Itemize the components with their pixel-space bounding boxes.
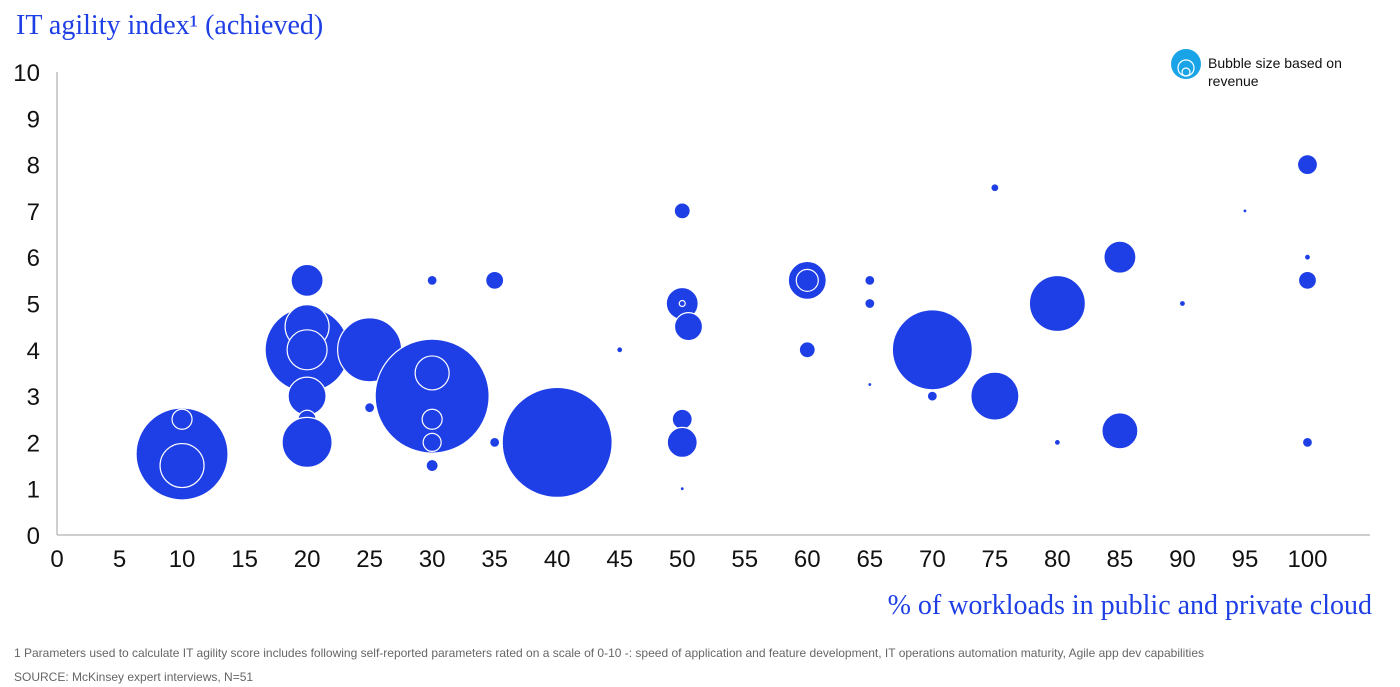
legend: Bubble size based on revenue bbox=[1170, 48, 1378, 90]
x-tick-label: 5 bbox=[113, 546, 126, 573]
x-tick-label: 85 bbox=[1107, 546, 1134, 573]
bubble-point bbox=[1028, 274, 1086, 333]
bubble-point bbox=[673, 312, 704, 342]
bubble-point bbox=[422, 432, 442, 452]
x-tick-label: 90 bbox=[1169, 546, 1196, 573]
bubble-point bbox=[990, 183, 1000, 193]
bubble-point bbox=[891, 309, 973, 391]
bubble-point bbox=[489, 436, 501, 448]
y-tick-label: 6 bbox=[27, 245, 40, 272]
bubble-point bbox=[290, 263, 324, 297]
bubble-point bbox=[970, 371, 1020, 421]
y-tick-label: 3 bbox=[27, 384, 40, 411]
bubble-point bbox=[795, 268, 819, 292]
bubble-point bbox=[864, 274, 876, 286]
x-tick-label: 65 bbox=[856, 546, 883, 573]
bubble-point bbox=[286, 329, 328, 371]
bubble-point bbox=[616, 346, 624, 354]
bubble-point bbox=[425, 458, 439, 473]
bubble-point bbox=[159, 442, 205, 489]
bubble-point bbox=[485, 270, 505, 290]
bubble-point bbox=[1101, 412, 1139, 450]
x-tick-label: 75 bbox=[982, 546, 1009, 573]
bubble-point bbox=[1103, 240, 1137, 274]
y-tick-label: 9 bbox=[27, 106, 40, 133]
x-tick-label: 95 bbox=[1232, 546, 1259, 573]
x-axis-label: % of workloads in public and private clo… bbox=[887, 590, 1372, 621]
x-tick-label: 50 bbox=[669, 546, 696, 573]
bubble-point bbox=[1301, 436, 1314, 448]
y-tick-label: 8 bbox=[27, 153, 40, 180]
y-tick-label: 0 bbox=[27, 523, 40, 550]
bubble-point bbox=[281, 416, 333, 468]
x-tick-label: 25 bbox=[356, 546, 383, 573]
bubble-point bbox=[1297, 270, 1318, 290]
bubble-point bbox=[867, 381, 873, 388]
bubble-point bbox=[1053, 438, 1061, 446]
bubble-point bbox=[426, 274, 438, 286]
legend-text: Bubble size based on revenue bbox=[1208, 55, 1342, 89]
bubble-point bbox=[671, 408, 693, 430]
bubble-point bbox=[364, 402, 376, 414]
x-tick-label: 70 bbox=[919, 546, 946, 573]
bubble-point bbox=[678, 299, 686, 308]
bubble-point bbox=[414, 355, 450, 391]
x-tick-label: 30 bbox=[419, 546, 446, 573]
bubble-point bbox=[679, 486, 685, 492]
y-tick-label: 2 bbox=[27, 430, 40, 457]
x-tick-label: 35 bbox=[481, 546, 508, 573]
bubble-point bbox=[501, 386, 613, 498]
x-tick-label: 15 bbox=[231, 546, 258, 573]
x-tick-label: 100 bbox=[1287, 546, 1327, 573]
x-tick-label: 80 bbox=[1044, 546, 1071, 573]
bubble-point bbox=[1303, 253, 1312, 261]
bubble-point bbox=[926, 390, 938, 402]
x-tick-label: 45 bbox=[606, 546, 633, 573]
y-tick-label: 7 bbox=[27, 199, 40, 226]
footnote: 1 Parameters used to calculate IT agilit… bbox=[14, 646, 1205, 660]
bubble-point bbox=[864, 297, 876, 310]
bubble-point bbox=[171, 408, 193, 430]
source-note: SOURCE: McKinsey expert interviews, N=51 bbox=[14, 670, 254, 684]
x-tick-label: 10 bbox=[169, 546, 196, 573]
bubble-point bbox=[798, 341, 816, 359]
bubble-point bbox=[287, 376, 327, 416]
bubble-point bbox=[421, 408, 443, 430]
y-tick-label: 4 bbox=[27, 338, 40, 365]
bubble-point bbox=[673, 202, 691, 220]
y-tick-label: 10 bbox=[13, 60, 40, 87]
chart-title: IT agility index¹ (achieved) bbox=[16, 10, 324, 41]
bubble-point bbox=[374, 338, 490, 454]
x-tick-label: 0 bbox=[50, 546, 63, 573]
bubble-point bbox=[1242, 208, 1248, 214]
bubble-point bbox=[1296, 154, 1319, 176]
x-tick-label: 40 bbox=[544, 546, 571, 573]
bubble-point bbox=[666, 426, 698, 458]
bubble-point bbox=[1178, 299, 1187, 308]
x-tick-label: 20 bbox=[294, 546, 321, 573]
y-tick-label: 1 bbox=[27, 477, 40, 504]
x-tick-label: 55 bbox=[731, 546, 758, 573]
bubble-size-legend-icon bbox=[1171, 49, 1201, 79]
y-tick-label: 5 bbox=[27, 292, 40, 319]
x-tick-label: 60 bbox=[794, 546, 821, 573]
